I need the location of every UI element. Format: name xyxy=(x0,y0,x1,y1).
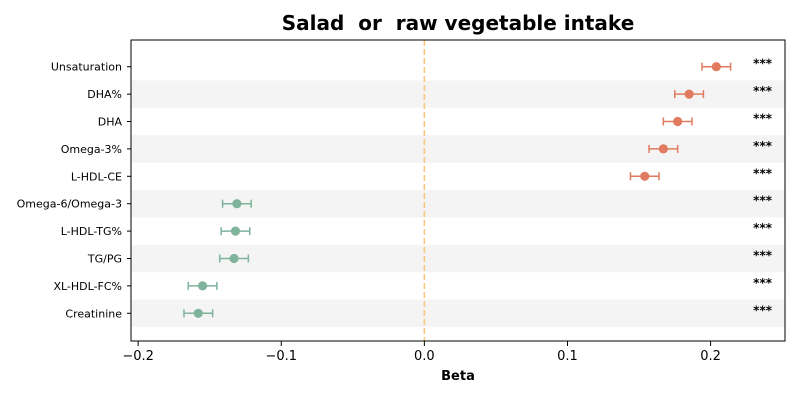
x-tick-label: 0.1 xyxy=(557,349,578,364)
beta-point xyxy=(711,62,721,72)
chart-title: Salad or raw vegetable intake xyxy=(282,11,635,35)
y-tick-label: Unsaturation xyxy=(51,61,122,74)
beta-point xyxy=(232,199,242,209)
y-tick-label: DHA xyxy=(98,116,123,129)
significance-label: *** xyxy=(753,221,773,235)
x-tick-label: 0.2 xyxy=(700,349,721,364)
beta-point xyxy=(230,226,241,236)
plot-area: Unsaturation *** DHA% *** DHA *** Omega-3% *** L… xyxy=(17,39,786,364)
plot-frame xyxy=(130,39,786,342)
beta-point xyxy=(229,253,239,264)
significance-label: *** xyxy=(753,84,773,98)
beta-point xyxy=(193,308,203,318)
y-tick-label: L-HDL-TG% xyxy=(61,225,122,238)
y-tick-label: DHA% xyxy=(87,88,122,101)
significance-label: *** xyxy=(753,276,773,290)
significance-label: *** xyxy=(753,139,773,153)
beta-point xyxy=(197,281,208,291)
beta-point xyxy=(640,171,650,181)
beta-point xyxy=(673,116,683,127)
x-tick-label: 0.0 xyxy=(414,349,435,364)
row-band xyxy=(131,135,785,163)
significance-label: *** xyxy=(753,112,773,126)
y-tick-label: XL-HDL-FC% xyxy=(53,280,122,293)
x-tick-label: −0.1 xyxy=(265,349,297,364)
significance-label: *** xyxy=(753,249,773,263)
significance-label: *** xyxy=(753,166,773,180)
y-tick-label: Creatinine xyxy=(65,307,122,320)
beta-point xyxy=(658,144,668,154)
beta-point xyxy=(684,89,694,99)
y-tick-label: L-HDL-CE xyxy=(71,170,122,183)
x-tick-label: −0.2 xyxy=(122,349,154,364)
x-axis-label: Beta xyxy=(441,369,475,384)
significance-label: *** xyxy=(753,194,773,208)
significance-label: *** xyxy=(753,57,773,71)
y-tick-label: Omega-3% xyxy=(61,143,122,156)
row-band xyxy=(131,299,785,327)
y-tick-label: Omega-6/Omega-3 xyxy=(17,198,122,211)
y-tick-label: TG/PG xyxy=(87,253,122,266)
significance-label: *** xyxy=(753,303,773,317)
